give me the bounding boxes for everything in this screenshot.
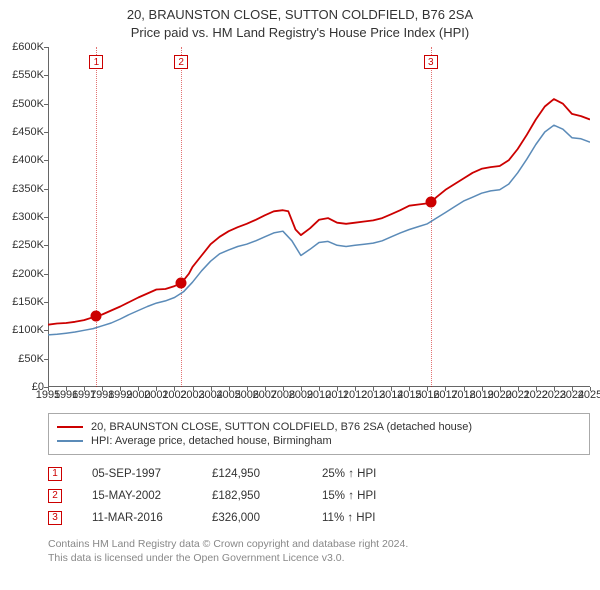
x-tick xyxy=(120,387,121,391)
plot-region: £0£50K£100K£150K£200K£250K£300K£350K£400… xyxy=(48,47,590,387)
x-tick xyxy=(138,387,139,391)
legend-box: 20, BRAUNSTON CLOSE, SUTTON COLDFIELD, B… xyxy=(48,413,590,455)
series-hpi xyxy=(48,125,590,335)
tx-diff: 11% ↑ HPI xyxy=(322,512,402,524)
tx-marker-3: 3 xyxy=(424,55,438,69)
legend-swatch xyxy=(57,426,83,428)
y-tick-label: £300K xyxy=(12,211,48,223)
legend-swatch xyxy=(57,440,83,442)
x-tick xyxy=(319,387,320,391)
x-tick xyxy=(554,387,555,391)
x-tick xyxy=(500,387,501,391)
footer-attribution: Contains HM Land Registry data © Crown c… xyxy=(48,537,590,565)
y-tick-label: £100K xyxy=(12,324,48,336)
y-tick-label: £150K xyxy=(12,296,48,308)
x-tick xyxy=(373,387,374,391)
x-tick xyxy=(391,387,392,391)
tx-date: 05-SEP-1997 xyxy=(92,468,182,480)
y-tick-label: £500K xyxy=(12,98,48,110)
legend-label: HPI: Average price, detached house, Birm… xyxy=(91,435,332,447)
tx-table-marker: 2 xyxy=(48,489,62,503)
y-tick-label: £600K xyxy=(12,41,48,53)
x-tick xyxy=(337,387,338,391)
tx-price: £124,950 xyxy=(212,468,292,480)
y-tick-label: £450K xyxy=(12,126,48,138)
x-tick xyxy=(355,387,356,391)
tx-diff: 25% ↑ HPI xyxy=(322,468,402,480)
tx-dot-1 xyxy=(91,311,102,322)
x-tick xyxy=(445,387,446,391)
x-tick xyxy=(102,387,103,391)
tx-marker-2: 2 xyxy=(174,55,188,69)
y-tick-label: £350K xyxy=(12,183,48,195)
title-line-1: 20, BRAUNSTON CLOSE, SUTTON COLDFIELD, B… xyxy=(0,6,600,24)
tx-dot-2 xyxy=(176,278,187,289)
legend-row: HPI: Average price, detached house, Birm… xyxy=(57,434,581,448)
tx-date: 15-MAY-2002 xyxy=(92,490,182,502)
series-price_paid xyxy=(48,99,590,325)
chart-area: £0£50K£100K£150K£200K£250K£300K£350K£400… xyxy=(48,47,590,407)
x-tick xyxy=(427,387,428,391)
footer-line-2: This data is licensed under the Open Gov… xyxy=(48,551,590,565)
x-tick xyxy=(482,387,483,391)
tx-table-row: 2 15-MAY-2002 £182,950 15% ↑ HPI xyxy=(48,485,590,507)
x-tick xyxy=(247,387,248,391)
tx-dot-3 xyxy=(425,197,436,208)
legend-label: 20, BRAUNSTON CLOSE, SUTTON COLDFIELD, B… xyxy=(91,421,472,433)
footer-line-1: Contains HM Land Registry data © Crown c… xyxy=(48,537,590,551)
x-tick xyxy=(518,387,519,391)
series-svg xyxy=(48,47,590,387)
y-tick-label: £400K xyxy=(12,154,48,166)
tx-table-row: 3 11-MAR-2016 £326,000 11% ↑ HPI xyxy=(48,507,590,529)
tx-table-marker: 1 xyxy=(48,467,62,481)
x-tick xyxy=(84,387,85,391)
title-line-2: Price paid vs. HM Land Registry's House … xyxy=(0,24,600,42)
x-tick xyxy=(409,387,410,391)
tx-diff: 15% ↑ HPI xyxy=(322,490,402,502)
tx-marker-1: 1 xyxy=(89,55,103,69)
x-tick xyxy=(174,387,175,391)
y-tick-label: £200K xyxy=(12,268,48,280)
y-tick-label: £550K xyxy=(12,69,48,81)
x-tick xyxy=(301,387,302,391)
x-tick xyxy=(464,387,465,391)
tx-table-row: 1 05-SEP-1997 £124,950 25% ↑ HPI xyxy=(48,463,590,485)
legend-row: 20, BRAUNSTON CLOSE, SUTTON COLDFIELD, B… xyxy=(57,420,581,434)
x-tick xyxy=(590,387,591,391)
x-tick-label: 2025 xyxy=(578,389,600,401)
transaction-table: 1 05-SEP-1997 £124,950 25% ↑ HPI 2 15-MAY-200… xyxy=(48,463,590,529)
tx-date: 11-MAR-2016 xyxy=(92,512,182,524)
x-tick xyxy=(265,387,266,391)
y-tick-label: £250K xyxy=(12,239,48,251)
tx-table-marker: 3 xyxy=(48,511,62,525)
x-tick xyxy=(193,387,194,391)
page-container: 20, BRAUNSTON CLOSE, SUTTON COLDFIELD, B… xyxy=(0,0,600,565)
x-tick xyxy=(156,387,157,391)
x-tick xyxy=(66,387,67,391)
x-tick xyxy=(48,387,49,391)
x-tick xyxy=(572,387,573,391)
x-tick xyxy=(229,387,230,391)
x-tick xyxy=(283,387,284,391)
tx-price: £326,000 xyxy=(212,512,292,524)
x-tick xyxy=(536,387,537,391)
title-block: 20, BRAUNSTON CLOSE, SUTTON COLDFIELD, B… xyxy=(0,0,600,43)
tx-price: £182,950 xyxy=(212,490,292,502)
x-tick xyxy=(211,387,212,391)
